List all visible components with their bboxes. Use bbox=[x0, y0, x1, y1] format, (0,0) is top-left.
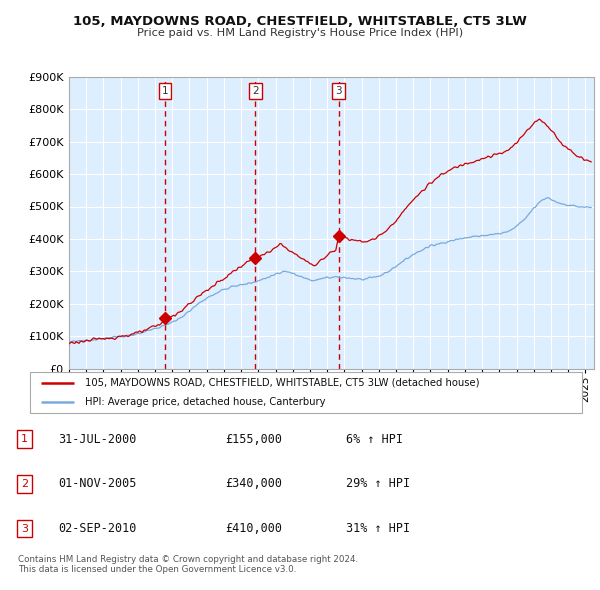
Text: £340,000: £340,000 bbox=[225, 477, 282, 490]
FancyBboxPatch shape bbox=[30, 372, 582, 413]
Text: HPI: Average price, detached house, Canterbury: HPI: Average price, detached house, Cant… bbox=[85, 397, 326, 407]
Text: 1: 1 bbox=[162, 86, 169, 96]
Text: 02-SEP-2010: 02-SEP-2010 bbox=[58, 522, 136, 535]
Text: £410,000: £410,000 bbox=[225, 522, 282, 535]
Text: Price paid vs. HM Land Registry's House Price Index (HPI): Price paid vs. HM Land Registry's House … bbox=[137, 28, 463, 38]
Text: 1: 1 bbox=[21, 434, 28, 444]
Text: 2: 2 bbox=[252, 86, 259, 96]
Text: 31-JUL-2000: 31-JUL-2000 bbox=[58, 432, 136, 445]
Text: 2: 2 bbox=[21, 479, 28, 489]
Text: 3: 3 bbox=[21, 523, 28, 533]
Text: 105, MAYDOWNS ROAD, CHESTFIELD, WHITSTABLE, CT5 3LW (detached house): 105, MAYDOWNS ROAD, CHESTFIELD, WHITSTAB… bbox=[85, 378, 480, 388]
Text: Contains HM Land Registry data © Crown copyright and database right 2024.
This d: Contains HM Land Registry data © Crown c… bbox=[18, 555, 358, 574]
Text: 31% ↑ HPI: 31% ↑ HPI bbox=[346, 522, 410, 535]
Text: 29% ↑ HPI: 29% ↑ HPI bbox=[346, 477, 410, 490]
Text: 105, MAYDOWNS ROAD, CHESTFIELD, WHITSTABLE, CT5 3LW: 105, MAYDOWNS ROAD, CHESTFIELD, WHITSTAB… bbox=[73, 15, 527, 28]
Text: £155,000: £155,000 bbox=[225, 432, 282, 445]
Text: 3: 3 bbox=[335, 86, 342, 96]
Text: 6% ↑ HPI: 6% ↑ HPI bbox=[346, 432, 403, 445]
Text: 01-NOV-2005: 01-NOV-2005 bbox=[58, 477, 136, 490]
